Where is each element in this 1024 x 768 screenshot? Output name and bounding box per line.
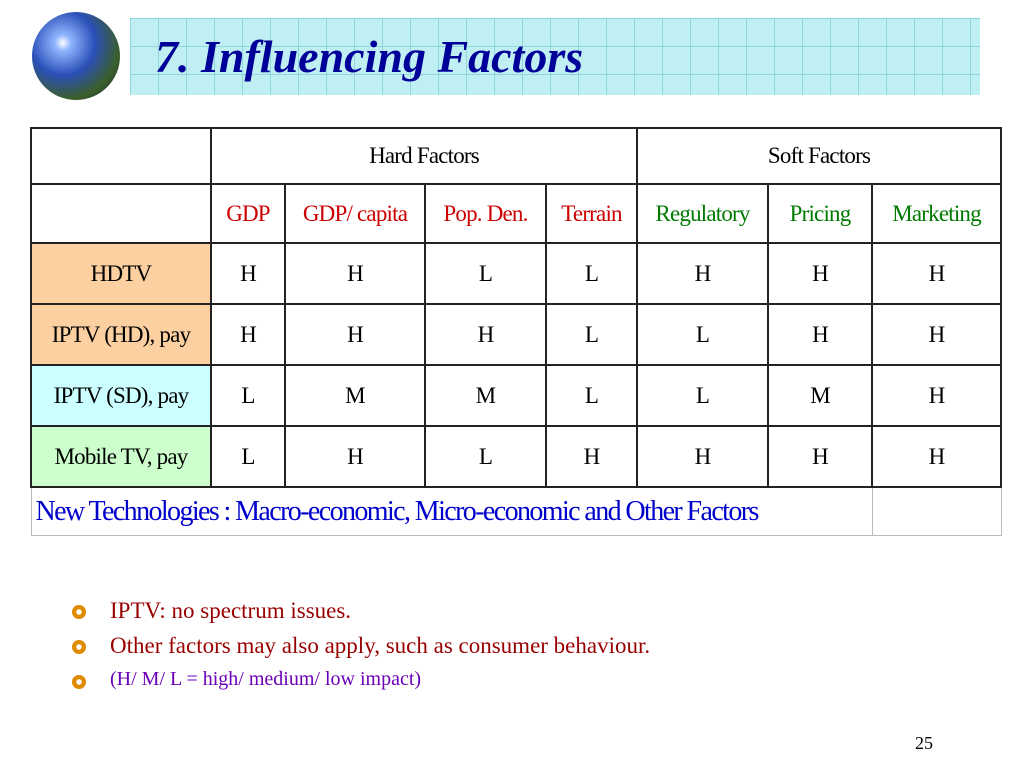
data-row: HDTV H H L L H H H <box>30 242 1003 305</box>
cell: M <box>767 364 874 427</box>
cell: H <box>871 242 1003 305</box>
cell: H <box>424 303 547 366</box>
cell: H <box>767 425 874 488</box>
data-row: Mobile TV, pay L H L H H H H <box>30 425 1003 488</box>
footer-row: New Technologies : Macro-economic, Micro… <box>30 486 1002 536</box>
bullet: IPTV: no spectrum issues. <box>70 598 650 633</box>
row-label: IPTV (HD), pay <box>30 303 212 366</box>
cell: H <box>767 303 874 366</box>
bullet: (H/ M/ L = high/ medium/ low impact) <box>70 668 650 703</box>
cell: H <box>210 303 286 366</box>
cell: L <box>544 242 639 305</box>
cell: H <box>871 303 1003 366</box>
cell: L <box>636 364 770 427</box>
cell: L <box>210 364 286 427</box>
title-band <box>130 18 980 95</box>
cell: H <box>284 425 426 488</box>
column-header: Marketing <box>871 183 1003 244</box>
cell: L <box>424 242 547 305</box>
column-header: GDP <box>210 183 286 244</box>
cell: L <box>636 303 770 366</box>
cell: L <box>424 425 547 488</box>
cell: H <box>871 425 1003 488</box>
cell: M <box>284 364 426 427</box>
column-header: Pop. Den. <box>424 183 547 244</box>
cell: H <box>636 425 770 488</box>
empty-cell <box>30 127 212 185</box>
globe-icon <box>32 12 120 100</box>
column-header: Regulatory <box>636 183 770 244</box>
group-header-row: Hard Factors Soft Factors <box>30 127 1003 185</box>
cell: H <box>767 242 874 305</box>
data-row: IPTV (HD), pay H H H L L H H <box>30 303 1003 366</box>
empty-cell <box>871 486 1002 536</box>
factor-table: Hard Factors Soft Factors GDP GDP/ capita Po… <box>30 127 1003 536</box>
page-number: 25 <box>915 733 933 753</box>
column-header: GDP/ capita <box>284 183 426 244</box>
cell: H <box>284 303 426 366</box>
cell: H <box>544 425 639 488</box>
slide-title: 7. Influencing Factors <box>155 31 584 82</box>
row-label: Mobile TV, pay <box>30 425 212 488</box>
cell: H <box>210 242 286 305</box>
cell: H <box>284 242 426 305</box>
cell: L <box>210 425 286 488</box>
footer-text: New Technologies : Macro-economic, Micro… <box>30 486 873 536</box>
data-row: IPTV (SD), pay L M M L L M H <box>30 364 1003 427</box>
bullet-list: IPTV: no spectrum issues. Other factors m… <box>70 598 650 703</box>
row-label: HDTV <box>30 242 212 305</box>
empty-cell <box>30 183 212 244</box>
cell: M <box>424 364 547 427</box>
cell: L <box>544 303 639 366</box>
group-header: Soft Factors <box>636 127 1003 185</box>
bullet: Other factors may also apply, such as co… <box>70 633 650 668</box>
cell: H <box>871 364 1003 427</box>
cell: H <box>636 242 770 305</box>
cell: L <box>544 364 639 427</box>
group-header: Hard Factors <box>209 127 639 185</box>
column-header: Terrain <box>544 183 639 244</box>
column-header: Pricing <box>767 183 874 244</box>
column-header-row: GDP GDP/ capita Pop. Den. Terrain Regulatory… <box>30 183 1003 244</box>
row-label: IPTV (SD), pay <box>30 364 212 427</box>
